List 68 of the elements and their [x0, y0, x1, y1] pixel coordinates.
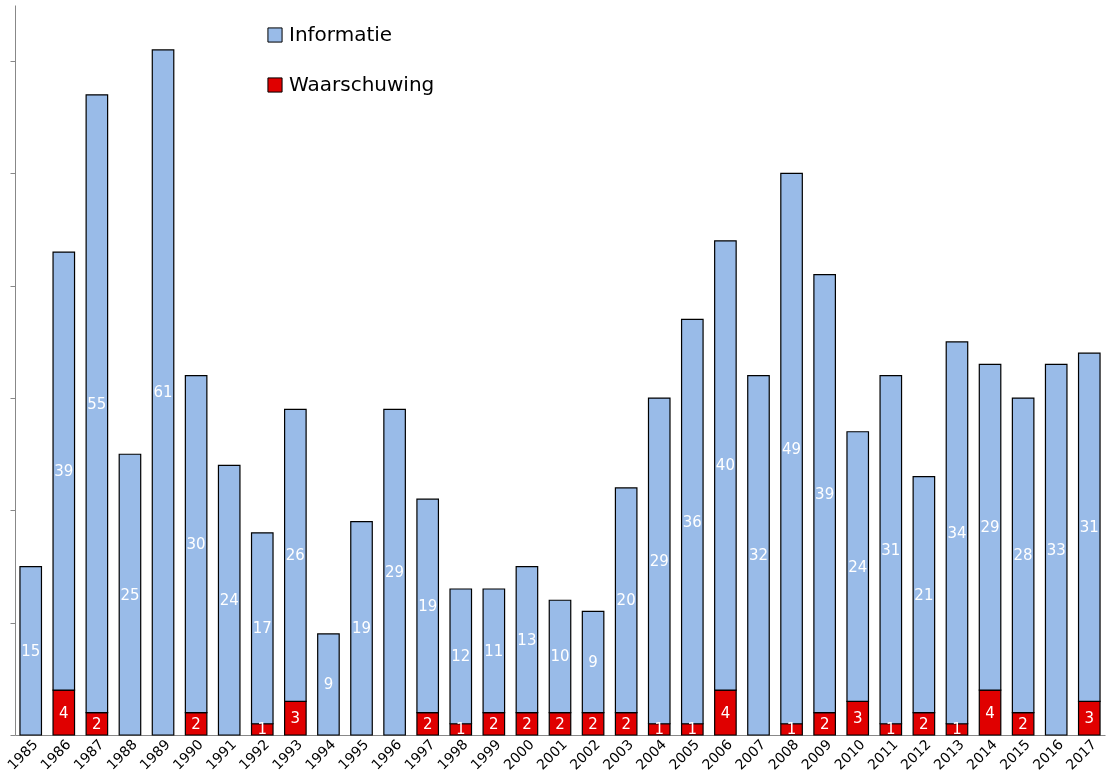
data-label: 2 [621, 714, 631, 733]
data-label: 24 [219, 591, 239, 610]
data-label: 61 [153, 383, 173, 402]
bar [151, 49, 175, 736]
data-label: 2 [819, 714, 830, 733]
data-label: 28 [1013, 546, 1033, 565]
legend-label: Waarschuwing [289, 72, 435, 96]
data-label: 1 [886, 720, 896, 739]
data-label: 2 [1018, 714, 1028, 733]
data-label: 9 [588, 653, 598, 671]
data-label: 26 [285, 546, 305, 565]
bar [1044, 363, 1068, 736]
data-label: 1 [952, 720, 962, 739]
data-label: 11 [484, 641, 504, 660]
data-label: 15 [21, 641, 41, 660]
data-label: 49 [782, 439, 802, 458]
bar [350, 521, 373, 736]
data-label: 29 [649, 551, 669, 570]
data-label: 2 [489, 714, 499, 733]
data-label: 1 [687, 720, 698, 739]
data-label: 4 [59, 703, 69, 722]
data-label: 9 [323, 675, 334, 694]
data-label: 4 [985, 703, 995, 722]
data-label: 4 [720, 703, 731, 722]
data-label: 17 [252, 619, 272, 638]
data-label: 32 [748, 546, 769, 565]
bar [383, 408, 406, 736]
data-label: 13 [517, 630, 537, 649]
data-label: 10 [550, 647, 570, 666]
data-label: 55 [87, 394, 107, 413]
data-label: 12 [451, 647, 471, 666]
data-label: 29 [980, 518, 1000, 537]
data-label: 3 [1084, 709, 1095, 728]
data-label: 2 [588, 714, 598, 733]
data-label: 19 [351, 619, 372, 638]
data-label: 2 [92, 714, 102, 733]
bar [317, 633, 340, 736]
data-label: 1 [654, 720, 665, 739]
data-label: 1 [786, 720, 797, 739]
data-label: 1 [455, 720, 466, 739]
data-label: 3 [852, 709, 863, 728]
legend-label: Informatie [289, 22, 393, 46]
data-label: 34 [947, 523, 967, 542]
data-label: 36 [682, 512, 702, 531]
data-label: 24 [848, 557, 868, 576]
data-label: 19 [418, 596, 438, 615]
data-label: 29 [385, 563, 405, 582]
data-label: 39 [815, 484, 835, 503]
data-label: 39 [54, 462, 74, 481]
data-label: 20 [616, 591, 636, 610]
data-label: 2 [522, 714, 532, 733]
data-label: 30 [186, 535, 206, 554]
data-label: 31 [881, 540, 901, 559]
bar [747, 375, 770, 736]
bar [19, 565, 43, 736]
data-label: 3 [290, 709, 301, 728]
data-label: 2 [191, 714, 201, 733]
data-label: 31 [1079, 518, 1099, 537]
data-label: 1 [257, 720, 268, 739]
data-label: 25 [120, 585, 140, 604]
bar [118, 453, 142, 736]
data-label: 40 [715, 456, 735, 475]
data-label: 2 [555, 714, 565, 733]
data-label: 2 [422, 714, 433, 733]
data-label: 33 [1046, 540, 1066, 559]
data-label: 2 [919, 714, 929, 733]
data-label: 21 [914, 585, 934, 604]
bar [217, 464, 241, 736]
